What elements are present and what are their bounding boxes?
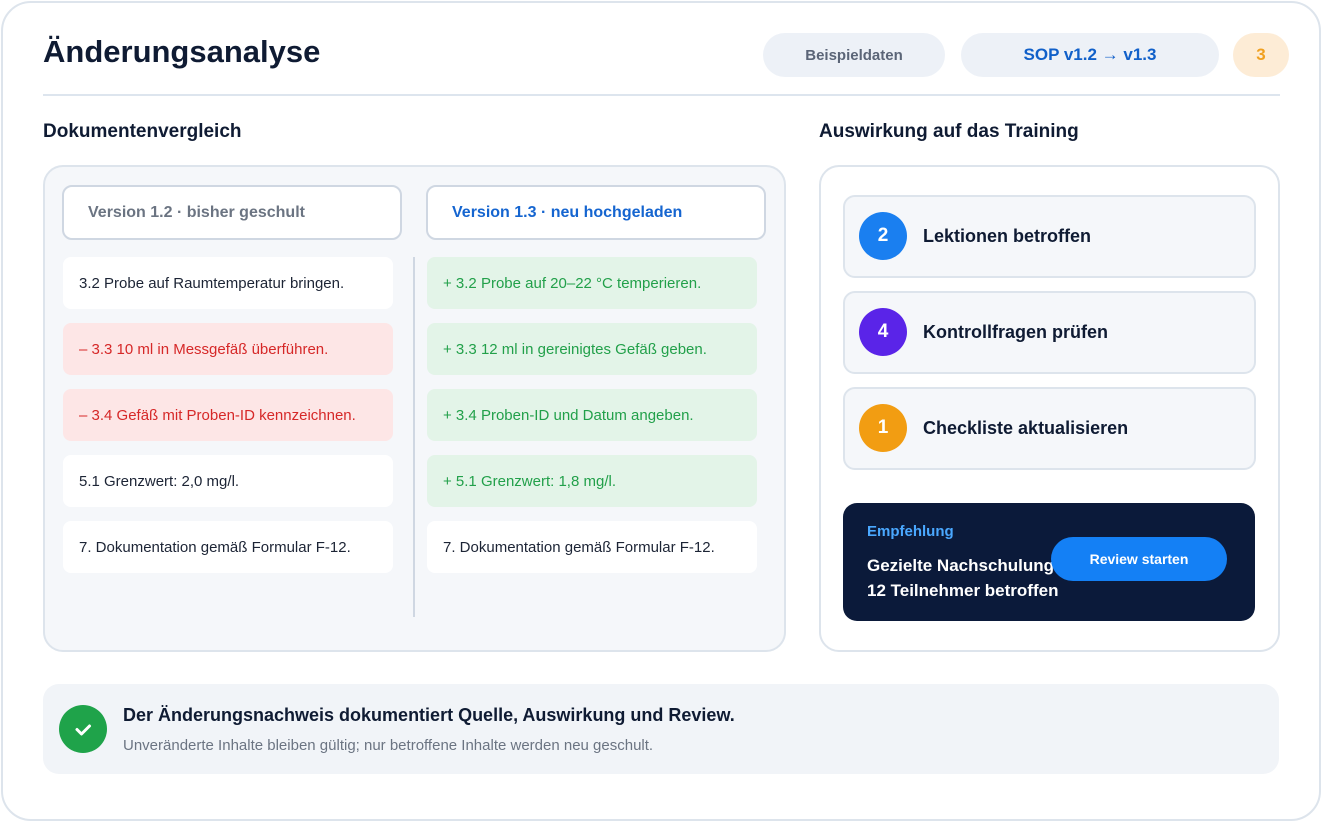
diff-line: + 3.3 12 ml in gereinigtes Gefäß geben. xyxy=(427,323,757,375)
diff-line: – 3.4 Gefäß mit Proben-ID kennzeichnen. xyxy=(63,389,393,441)
footer: Der Änderungsnachweis dokumentiert Quell… xyxy=(43,684,1279,774)
impact-item: 1 Checkliste aktualisieren xyxy=(843,387,1256,470)
impact-item: 2 Lektionen betroffen xyxy=(843,195,1256,278)
diff-line: 5.1 Grenzwert: 2,0 mg/l. xyxy=(63,455,393,507)
recommendation-text: Gezielte Nachschulung xyxy=(867,556,1055,575)
count-badge: 2 xyxy=(859,212,907,260)
page-title: Änderungsanalyse xyxy=(43,34,321,69)
count-badge: 4 xyxy=(859,308,907,356)
recommendation-text: 12 Teilnehmer betroffen xyxy=(867,581,1059,600)
badge: 3 xyxy=(1233,33,1289,77)
impact-label: Lektionen betroffen xyxy=(923,226,1092,246)
section-heading: Dokumentenvergleich xyxy=(43,121,242,142)
diff-line: – 3.3 10 ml in Messgefäß überführen. xyxy=(63,323,393,375)
impact-label: Checkliste aktualisieren xyxy=(923,418,1129,438)
footer-title: Der Änderungsnachweis dokumentiert Quell… xyxy=(123,705,735,725)
check-icon xyxy=(59,705,107,753)
divider xyxy=(43,94,1280,96)
column-divider xyxy=(413,257,415,617)
impact-label: Kontrollfragen prüfen xyxy=(923,322,1108,342)
badge: SOP v1.2 → v1.3 xyxy=(961,33,1219,77)
review-button[interactable]: Review starten xyxy=(1051,537,1227,581)
version-tab[interactable]: Version 1.2 · bisher geschult xyxy=(62,185,402,240)
section-heading: Auswirkung auf das Training xyxy=(819,121,1079,142)
diff-line: 7. Dokumentation gemäß Formular F-12. xyxy=(63,521,393,573)
impact-item: 4 Kontrollfragen prüfen xyxy=(843,291,1256,374)
version-tab[interactable]: Version 1.3 · neu hochgeladen xyxy=(426,185,766,240)
diff-line: 3.2 Probe auf Raumtemperatur bringen. xyxy=(63,257,393,309)
diff-line: 7. Dokumentation gemäß Formular F-12. xyxy=(427,521,757,573)
diff-line: + 3.2 Probe auf 20–22 °C temperieren. xyxy=(427,257,757,309)
diff-line: + 5.1 Grenzwert: 1,8 mg/l. xyxy=(427,455,757,507)
recommendation-label: Empfehlung xyxy=(867,523,954,540)
footer-subtitle: Unveränderte Inhalte bleiben gültig; nur… xyxy=(123,737,654,754)
recommendation: Empfehlung Gezielte Nachschulung 12 Teil… xyxy=(843,503,1255,621)
diff-line: + 3.4 Proben-ID und Datum angeben. xyxy=(427,389,757,441)
badge: Beispieldaten xyxy=(763,33,945,77)
count-badge: 1 xyxy=(859,404,907,452)
